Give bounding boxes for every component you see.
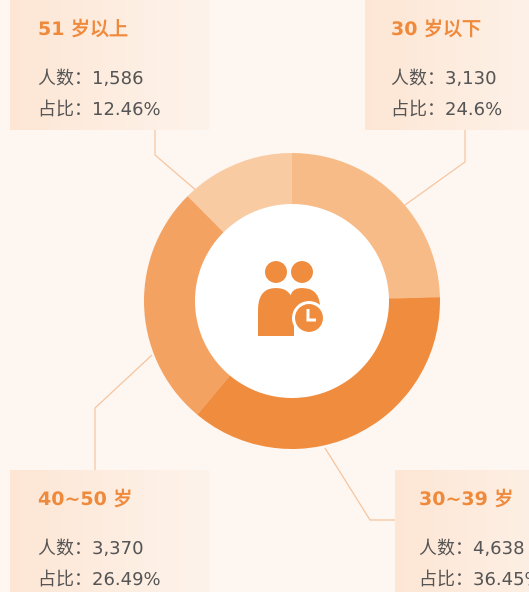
- share-label: 占比：36.45%: [419, 565, 529, 591]
- category-label: 51 岁以上: [38, 14, 128, 41]
- count-label-text: 人数：: [419, 538, 473, 559]
- share-label-text: 占比：: [391, 99, 445, 120]
- count-label-text: 1,586: [92, 68, 144, 89]
- share-label-text: 24.6%: [445, 99, 503, 120]
- label-card: 40~50 岁人数：3,370 占比：26.49%: [10, 470, 210, 592]
- count-label-text: 人数：: [391, 68, 445, 89]
- category-label-text: 51 岁以上: [38, 18, 129, 40]
- share-label: 占比：24.6%: [391, 95, 502, 121]
- share-label: 占比：26.49%: [38, 565, 161, 591]
- share-label-text: 占比：: [38, 569, 92, 590]
- label-card: 51 岁以上 人数：1,586 占比：12.46%: [10, 0, 210, 130]
- leader-line: [94, 354, 153, 470]
- count-label: 人数：3,130: [391, 64, 497, 90]
- category-label: 30 岁以下: [391, 14, 481, 41]
- center-icon: [258, 261, 326, 336]
- leader-lines: [94, 130, 466, 521]
- category-label-text: 40~50 岁: [38, 488, 133, 510]
- label-card: 30 岁以下 人数：3,130 占比：24.6%: [365, 0, 529, 130]
- share-label: 占比：12.46%: [38, 95, 161, 121]
- count-label-text: 人数：: [38, 538, 92, 559]
- share-label-text: 26.49%: [92, 569, 161, 590]
- category-label-text: 30 岁以下: [391, 18, 482, 40]
- share-label-text: 12.46%: [92, 99, 161, 120]
- count-label: 人数：3,370: [38, 534, 144, 560]
- count-label-text: 3,130: [445, 68, 497, 89]
- leader-line: [154, 130, 206, 199]
- leader-line: [324, 447, 395, 521]
- category-label: 40~50 岁: [38, 484, 132, 511]
- count-label: 人数：1,586: [38, 64, 144, 90]
- category-label: 30~39 岁: [419, 484, 513, 511]
- leader-line: [404, 130, 466, 206]
- share-label-text: 占比：: [419, 569, 473, 590]
- share-label-text: 36.45%: [473, 569, 529, 590]
- count-label-text: 人数：: [38, 68, 92, 89]
- count-label-text: 3,370: [92, 538, 144, 559]
- count-label-text: 4,638: [473, 538, 525, 559]
- share-label-text: 占比：: [38, 99, 92, 120]
- category-label-text: 30~39 岁: [419, 488, 514, 510]
- count-label: 人数：4,638: [419, 534, 525, 560]
